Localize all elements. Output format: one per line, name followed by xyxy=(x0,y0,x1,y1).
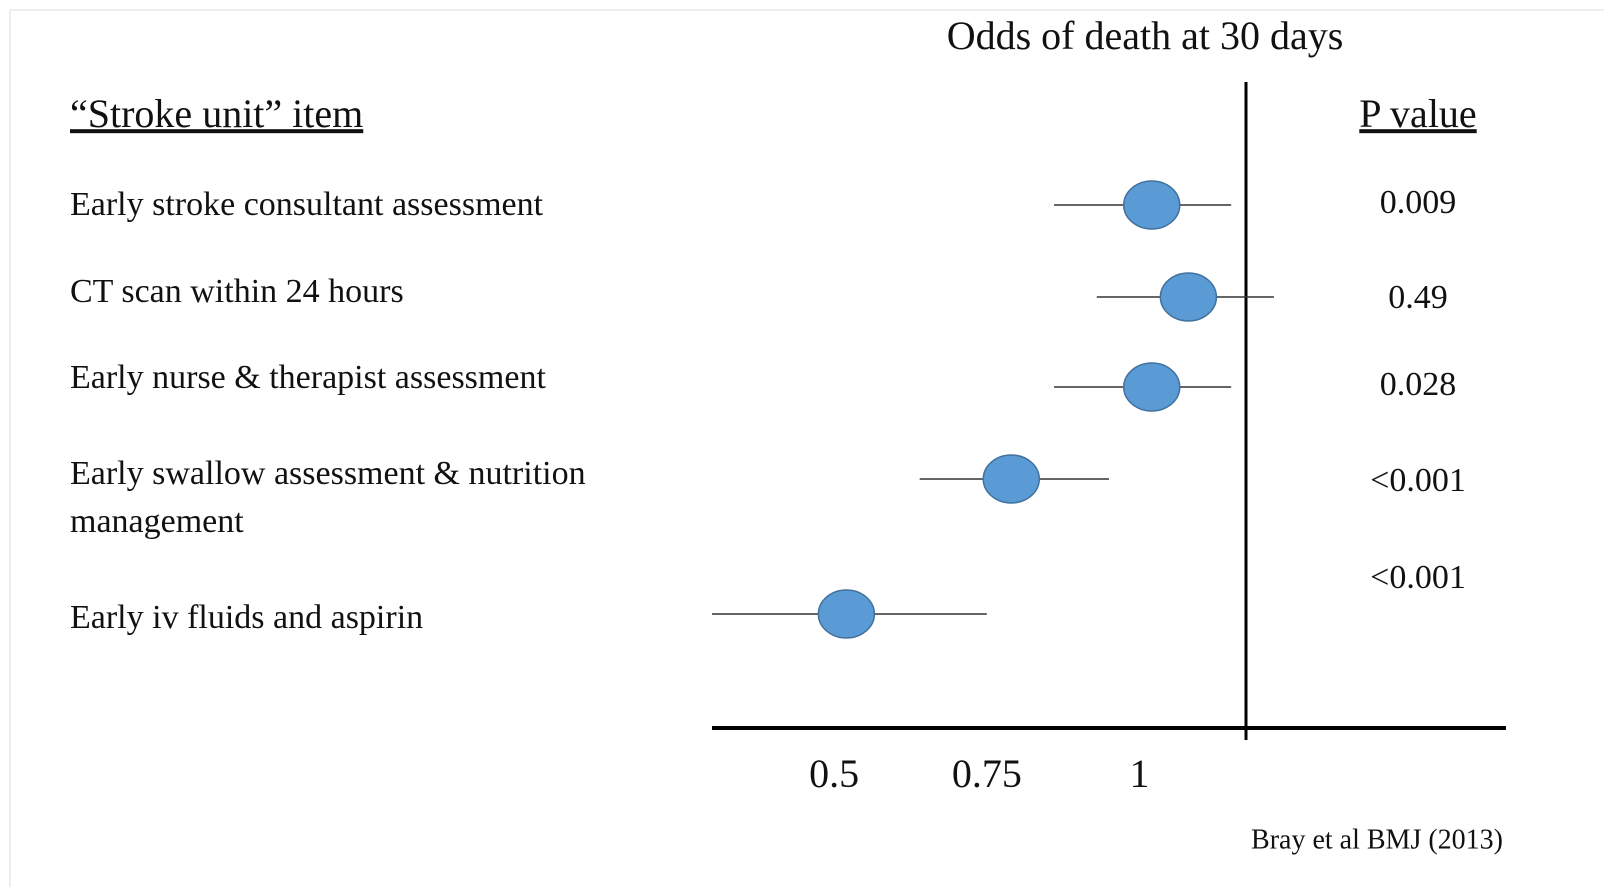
row-label: CT scan within 24 hours xyxy=(70,273,404,310)
p-value: <0.001 xyxy=(1370,462,1466,499)
source-note: Bray et al BMJ (2013) xyxy=(1251,824,1503,855)
x-tick-label: 0.75 xyxy=(952,751,1022,796)
point-estimate xyxy=(982,454,1041,504)
label-header: “Stroke unit” item xyxy=(70,91,363,136)
point-estimate xyxy=(1123,362,1181,412)
p-value: 0.009 xyxy=(1380,184,1457,221)
x-tick-label: 1 xyxy=(1130,751,1150,796)
point-estimate xyxy=(1123,180,1181,230)
row-label: Early stroke consultant assessment xyxy=(70,186,544,223)
p-value: 0.028 xyxy=(1380,366,1457,403)
x-tick-label: 0.5 xyxy=(809,751,859,796)
p-value: 0.49 xyxy=(1388,279,1448,316)
row-label: Early iv fluids and aspirin xyxy=(70,599,424,636)
row-label: Early swallow assessment & nutrition man… xyxy=(70,455,586,540)
chart-title: Odds of death at 30 days xyxy=(947,13,1344,58)
p-value: <0.001 xyxy=(1370,559,1466,596)
p-value-header: P value xyxy=(1359,91,1476,136)
point-estimate xyxy=(1159,272,1218,322)
frame xyxy=(9,9,1604,887)
row-label: Early nurse & therapist assessment xyxy=(70,359,546,396)
point-estimate xyxy=(817,589,876,639)
